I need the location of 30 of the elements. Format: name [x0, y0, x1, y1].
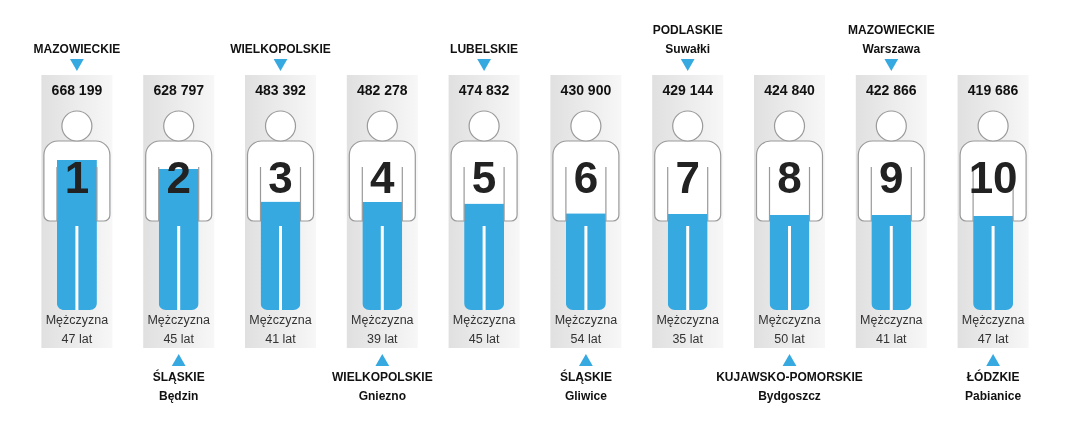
text: Mężczyzna 41 lat	[249, 313, 312, 346]
data-label: 430 900	[560, 82, 612, 98]
text: MAZOWIECKIE	[33, 42, 121, 56]
text: LUBELSKIE	[450, 42, 519, 56]
text: ŁÓDZKIE Pabianice	[965, 369, 1022, 403]
text: Mężczyzna 35 lat	[656, 313, 719, 346]
text: KUJAWSKO-POMORSKIE Bydgoszcz	[716, 370, 863, 403]
text: Mężczyzna 54 lat	[554, 313, 618, 346]
text: Mężczyzna 39 lat	[351, 313, 414, 346]
text: MAZOWIECKIE Warszawa	[847, 23, 935, 56]
text: WIELKOPOLSKIE	[230, 42, 331, 56]
text: Mężczyzna 41 lat	[860, 313, 923, 346]
data-label: 424 840	[764, 82, 816, 98]
text: Mężczyzna 45 lat	[147, 313, 210, 346]
data-label: 668 199	[51, 82, 103, 98]
text: WIELKOPOLSKIE Gniezno	[331, 370, 433, 403]
text: Mężczyzna 47 lat	[961, 313, 1025, 346]
data-label: 483 392	[255, 82, 307, 98]
data-label: 429 144	[662, 82, 714, 98]
data-label: 482 278	[357, 82, 408, 98]
text: ŚLĄSKIE Będzin	[152, 369, 205, 403]
text: Mężczyzna 45 lat	[452, 313, 516, 346]
text: PODLASKIE Suwałki	[652, 23, 723, 56]
data-label: 474 832	[458, 82, 510, 98]
data-label: 419 686	[967, 82, 1019, 98]
text: Mężczyzna 47 lat	[45, 313, 109, 346]
data-label: 422 866	[866, 82, 917, 98]
text: ŚLĄSKIE Gliwice	[559, 369, 612, 403]
data-label: 628 797	[153, 82, 205, 98]
text: Mężczyzna 50 lat	[758, 313, 821, 346]
